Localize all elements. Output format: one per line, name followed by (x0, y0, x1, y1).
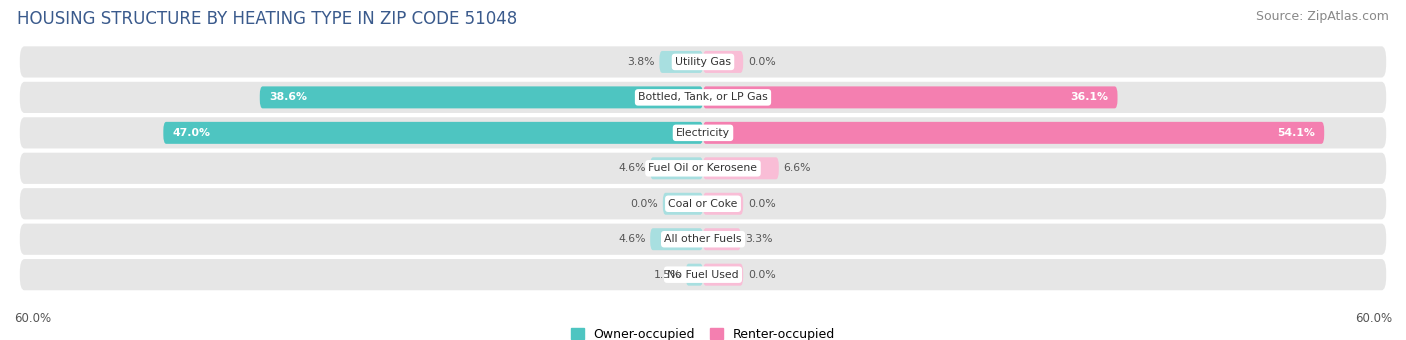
FancyBboxPatch shape (703, 228, 741, 250)
Text: 3.3%: 3.3% (745, 234, 773, 244)
FancyBboxPatch shape (703, 86, 1118, 108)
Legend: Owner-occupied, Renter-occupied: Owner-occupied, Renter-occupied (571, 328, 835, 340)
Text: Bottled, Tank, or LP Gas: Bottled, Tank, or LP Gas (638, 92, 768, 102)
Text: 60.0%: 60.0% (1355, 312, 1392, 325)
FancyBboxPatch shape (20, 46, 1386, 78)
Text: 0.0%: 0.0% (748, 270, 776, 280)
FancyBboxPatch shape (703, 51, 744, 73)
Text: 60.0%: 60.0% (14, 312, 51, 325)
FancyBboxPatch shape (20, 224, 1386, 255)
Text: HOUSING STRUCTURE BY HEATING TYPE IN ZIP CODE 51048: HOUSING STRUCTURE BY HEATING TYPE IN ZIP… (17, 10, 517, 28)
FancyBboxPatch shape (20, 188, 1386, 219)
FancyBboxPatch shape (163, 122, 703, 144)
Text: 54.1%: 54.1% (1277, 128, 1315, 138)
FancyBboxPatch shape (20, 82, 1386, 113)
Text: 0.0%: 0.0% (748, 57, 776, 67)
Text: Electricity: Electricity (676, 128, 730, 138)
FancyBboxPatch shape (260, 86, 703, 108)
FancyBboxPatch shape (703, 193, 744, 215)
Text: Coal or Coke: Coal or Coke (668, 199, 738, 209)
FancyBboxPatch shape (659, 51, 703, 73)
FancyBboxPatch shape (650, 157, 703, 179)
Text: 4.6%: 4.6% (619, 234, 645, 244)
Text: All other Fuels: All other Fuels (664, 234, 742, 244)
Text: 47.0%: 47.0% (173, 128, 211, 138)
FancyBboxPatch shape (703, 122, 1324, 144)
Text: Utility Gas: Utility Gas (675, 57, 731, 67)
FancyBboxPatch shape (20, 117, 1386, 149)
Text: 3.8%: 3.8% (627, 57, 655, 67)
Text: 36.1%: 36.1% (1070, 92, 1108, 102)
Text: 38.6%: 38.6% (269, 92, 307, 102)
Text: 4.6%: 4.6% (619, 163, 645, 173)
FancyBboxPatch shape (662, 193, 703, 215)
Text: Source: ZipAtlas.com: Source: ZipAtlas.com (1256, 10, 1389, 23)
Text: 6.6%: 6.6% (783, 163, 811, 173)
FancyBboxPatch shape (686, 264, 703, 286)
FancyBboxPatch shape (703, 264, 744, 286)
FancyBboxPatch shape (20, 259, 1386, 290)
Text: 1.5%: 1.5% (654, 270, 681, 280)
FancyBboxPatch shape (20, 153, 1386, 184)
FancyBboxPatch shape (703, 157, 779, 179)
Text: No Fuel Used: No Fuel Used (668, 270, 738, 280)
Text: 0.0%: 0.0% (748, 199, 776, 209)
Text: 0.0%: 0.0% (630, 199, 658, 209)
FancyBboxPatch shape (650, 228, 703, 250)
Text: Fuel Oil or Kerosene: Fuel Oil or Kerosene (648, 163, 758, 173)
